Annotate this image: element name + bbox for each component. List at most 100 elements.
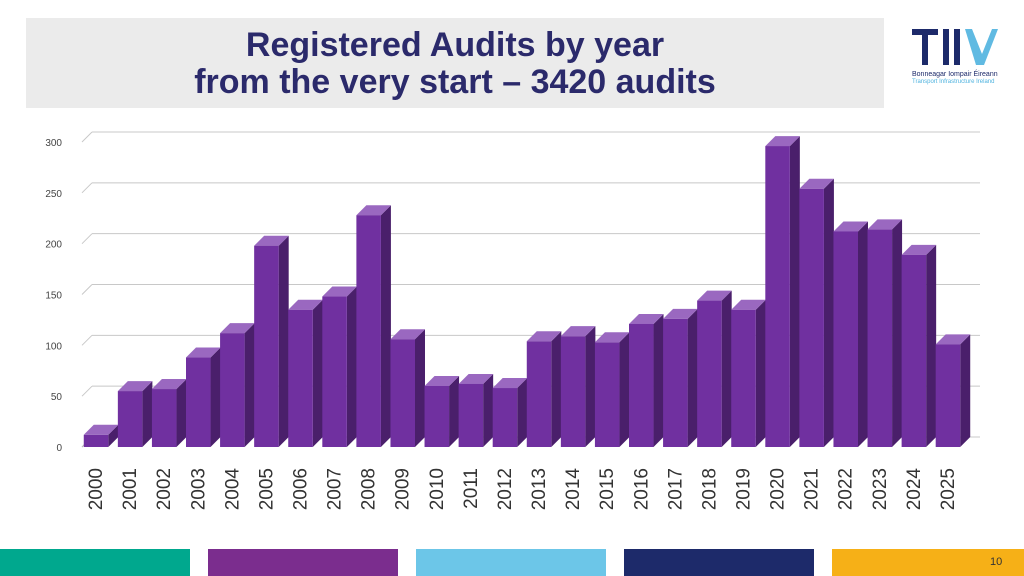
bar-side-2010 bbox=[449, 376, 460, 447]
bar-top-2009 bbox=[390, 329, 425, 340]
y-tick-label-4: 200 bbox=[45, 240, 62, 251]
bar-2007 bbox=[322, 296, 347, 447]
bar-side-2021 bbox=[823, 178, 834, 447]
bar-side-2025 bbox=[960, 334, 971, 447]
bar-side-2004 bbox=[244, 323, 255, 447]
bar-side-2000 bbox=[108, 424, 119, 447]
gridline-depth-4 bbox=[81, 233, 93, 245]
x-tick-label-2014: 2014 bbox=[563, 468, 584, 511]
bar-2005 bbox=[254, 245, 279, 447]
gridline-depth-3 bbox=[81, 284, 93, 295]
bar-side-2019 bbox=[755, 299, 766, 447]
bar-top-2017 bbox=[663, 308, 698, 319]
x-tick-label-2010: 2010 bbox=[427, 468, 448, 510]
bar-top-2025 bbox=[935, 334, 971, 345]
bar-2022 bbox=[833, 231, 858, 447]
gridline-depth-2 bbox=[81, 334, 93, 346]
bar-side-2012 bbox=[517, 378, 528, 447]
x-tick-label-2012: 2012 bbox=[495, 468, 516, 510]
bar-side-2023 bbox=[892, 219, 903, 447]
bar-top-2016 bbox=[629, 313, 664, 324]
bar-side-2016 bbox=[653, 313, 664, 447]
x-tick-label-2009: 2009 bbox=[393, 468, 414, 510]
bar-2012 bbox=[492, 388, 518, 447]
bar-top-2021 bbox=[799, 178, 834, 189]
bar-side-2022 bbox=[857, 221, 868, 447]
bar-top-2018 bbox=[697, 290, 732, 301]
bar-side-2011 bbox=[483, 373, 494, 447]
x-tick-label-2005: 2005 bbox=[256, 468, 277, 510]
x-tick-label-2016: 2016 bbox=[631, 468, 652, 510]
bar-side-2007 bbox=[346, 286, 357, 447]
x-tick-label-2020: 2020 bbox=[768, 468, 789, 510]
x-tick-label-2022: 2022 bbox=[836, 468, 857, 510]
bar-top-2000 bbox=[83, 424, 119, 435]
x-tick-label-2023: 2023 bbox=[870, 468, 891, 510]
bar-side-2015 bbox=[619, 332, 630, 447]
x-tick-label-2025: 2025 bbox=[938, 468, 959, 510]
logo-text-english: Transport Infrastructure Ireland bbox=[912, 79, 995, 85]
bar-top-2002 bbox=[151, 379, 187, 390]
y-tick-label-6: 300 bbox=[45, 138, 62, 149]
bar-top-2013 bbox=[526, 331, 562, 342]
footer-bar-navy bbox=[624, 549, 814, 576]
bar-2008 bbox=[356, 215, 381, 447]
bar-2004 bbox=[220, 333, 245, 447]
bar-top-2015 bbox=[594, 332, 630, 343]
bar-2017 bbox=[663, 318, 688, 447]
bar-2018 bbox=[697, 300, 722, 447]
y-tick-label-0: 0 bbox=[56, 443, 62, 454]
bar-2016 bbox=[629, 323, 654, 447]
x-tick-label-2015: 2015 bbox=[597, 468, 618, 510]
title-box: Registered Audits by year from the very … bbox=[26, 18, 884, 108]
x-tick-label-2006: 2006 bbox=[291, 468, 312, 510]
bar-top-2022 bbox=[833, 221, 868, 232]
bar-2002 bbox=[151, 389, 177, 447]
x-tick-label-2017: 2017 bbox=[665, 468, 686, 510]
footer-bar-purple bbox=[208, 549, 398, 576]
page-number: 10 bbox=[990, 556, 1003, 568]
bar-top-2003 bbox=[186, 347, 221, 358]
y-tick-label-1: 50 bbox=[51, 392, 63, 403]
bar-2020 bbox=[765, 146, 790, 448]
bar-top-2014 bbox=[560, 326, 596, 337]
bar-side-2008 bbox=[380, 205, 391, 447]
bar-2010 bbox=[424, 386, 450, 447]
bar-2013 bbox=[526, 341, 552, 447]
footer-bar-orange bbox=[832, 549, 1024, 576]
tii-logo: Bonneagar Iompair Éireann Transport Infr… bbox=[905, 26, 1015, 90]
bar-side-2014 bbox=[585, 326, 596, 447]
bar-side-2003 bbox=[210, 347, 221, 447]
bar-top-2006 bbox=[288, 299, 323, 310]
footer-bar-teal bbox=[0, 549, 190, 576]
bar-2015 bbox=[594, 342, 620, 447]
x-tick-label-2013: 2013 bbox=[529, 468, 550, 510]
audits-bar-chart: 0 50 100 150 200 250 300 2000 2001 2002 2003 2004 20… bbox=[45, 131, 980, 511]
x-tick-label-2001: 2001 bbox=[120, 468, 141, 510]
bar-2021 bbox=[799, 188, 824, 447]
x-tick-label-2003: 2003 bbox=[188, 468, 209, 510]
bar-side-2013 bbox=[551, 331, 562, 447]
tii-logo-mark bbox=[912, 29, 998, 65]
bar-top-2004 bbox=[220, 323, 255, 334]
bar-side-2018 bbox=[721, 290, 732, 447]
x-tick-label-2004: 2004 bbox=[222, 468, 243, 511]
y-tick-label-2: 100 bbox=[45, 341, 62, 352]
x-tick-label-2007: 2007 bbox=[325, 468, 346, 510]
bar-2000 bbox=[83, 434, 109, 447]
bar-2006 bbox=[288, 309, 313, 447]
bar-2024 bbox=[901, 254, 927, 447]
bar-2009 bbox=[390, 339, 415, 447]
gridline-depth-6 bbox=[81, 131, 93, 143]
bar-side-2002 bbox=[176, 379, 187, 447]
bar-side-2005 bbox=[278, 235, 289, 447]
bar-top-2019 bbox=[731, 299, 766, 310]
x-tick-label-2008: 2008 bbox=[359, 468, 380, 510]
x-tick-label-2021: 2021 bbox=[802, 468, 823, 510]
bar-2019 bbox=[731, 309, 756, 447]
bar-top-2001 bbox=[117, 381, 153, 392]
x-tick-label-2019: 2019 bbox=[734, 468, 755, 510]
bar-side-2006 bbox=[312, 299, 323, 447]
footer-bar-lightblue bbox=[416, 549, 606, 576]
bar-side-2001 bbox=[142, 381, 153, 447]
